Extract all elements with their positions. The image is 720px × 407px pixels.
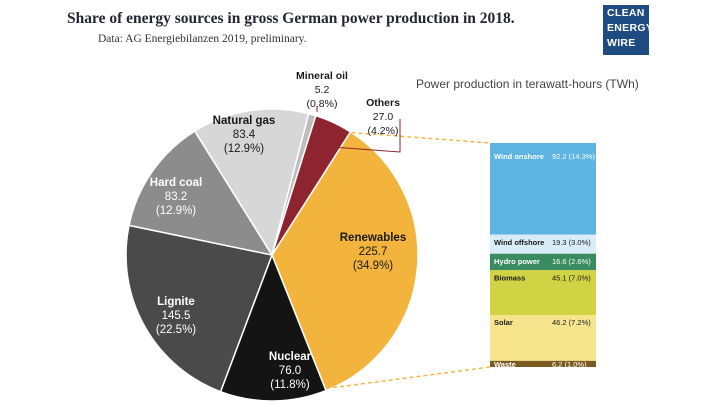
chart-title: Share of energy sources in gross German … xyxy=(67,10,515,27)
slice-label-percent-hard-coal: (12.9%) xyxy=(156,205,196,217)
bar-label-wind-onshore: Wind onshore xyxy=(494,152,544,161)
clean-energy-wire-logo: CLEAN ENERGY WIRE xyxy=(603,5,654,52)
slice-label-value-nuclear: 76.0 xyxy=(279,365,301,377)
slice-label-percent-natural-gas: (12.9%) xyxy=(224,143,264,155)
logo-line-3: WIRE xyxy=(607,37,636,49)
bar-label-waste: Waste xyxy=(494,360,516,369)
chart-subtitle: Data: AG Energiebilanzen 2019, prelimina… xyxy=(98,33,307,45)
slice-label-percent-nuclear: (11.8%) xyxy=(270,379,310,391)
bar-segment-waste xyxy=(490,360,596,367)
slice-label-value-others: 27.0 xyxy=(373,111,394,123)
pie-slice-hard-coal xyxy=(128,130,274,257)
slice-label-name-nuclear: Nuclear xyxy=(269,351,312,363)
bar-value-hydro-power: 16.6 (2.6%) xyxy=(552,257,591,266)
bar-label-hydro-power: Hydro power xyxy=(494,257,540,266)
slice-label-name-hard-coal: Hard coal xyxy=(150,177,202,189)
slice-label-name-lignite: Lignite xyxy=(157,296,195,308)
slice-label-value-natural-gas: 83.4 xyxy=(233,129,256,141)
slice-label-name-mineral-oil: Mineral oil xyxy=(296,70,348,82)
bar-label-biomass: Biomass xyxy=(494,273,525,282)
logo-underline xyxy=(603,52,649,55)
slice-label-name-natural-gas: Natural gas xyxy=(213,115,276,127)
bar-segment-biomass xyxy=(490,270,596,315)
bar-value-wind-offshore: 19.3 (3.0%) xyxy=(552,238,591,247)
slice-label-value-renewables: 225.7 xyxy=(359,246,388,258)
connector-line-top xyxy=(351,131,491,144)
bar-segment-hydro-power xyxy=(490,253,596,271)
bar-value-biomass: 45.1 (7.0%) xyxy=(552,273,591,282)
logo-line-1: CLEAN xyxy=(607,7,645,19)
connector-line-bottom xyxy=(332,366,491,389)
bar-segment-solar xyxy=(490,314,596,361)
bar-segment-wind-offshore xyxy=(490,234,596,254)
pie-slice-natural-gas xyxy=(193,108,310,257)
bar-label-solar: Solar xyxy=(494,318,513,327)
leader-line-others xyxy=(317,119,401,153)
unit-note: Power production in terawatt-hours (TWh) xyxy=(416,77,639,91)
slice-label-percent-renewables: (34.9%) xyxy=(353,260,393,272)
pie-slice-nuclear xyxy=(219,252,328,402)
slice-label-name-renewables: Renewables xyxy=(340,232,406,244)
logo-line-2: ENERGY xyxy=(607,22,654,34)
slice-label-name-others: Others xyxy=(366,97,400,109)
slice-label-value-hard-coal: 83.2 xyxy=(165,191,187,203)
bar-value-wind-onshore: 92.2 (14.3%) xyxy=(552,152,595,161)
bar-label-wind-offshore: Wind offshore xyxy=(494,238,544,247)
pie-slice-lignite xyxy=(125,224,274,393)
pie-slice-others xyxy=(271,114,352,256)
bar-segment-wind-onshore xyxy=(490,143,596,235)
slice-label-value-lignite: 145.5 xyxy=(162,310,191,322)
slice-label-value-mineral-oil: 5.2 xyxy=(315,84,330,96)
bar-value-waste: 6.2 (1.0%) xyxy=(552,360,587,369)
slice-label-percent-mineral-oil: (0.8%) xyxy=(307,98,338,110)
slice-label-percent-lignite: (22.5%) xyxy=(156,324,196,336)
pie-slice-renewables xyxy=(271,130,419,392)
slice-label-percent-others: (4.2%) xyxy=(368,125,399,137)
bar-value-solar: 46.2 (7.2%) xyxy=(552,318,591,327)
